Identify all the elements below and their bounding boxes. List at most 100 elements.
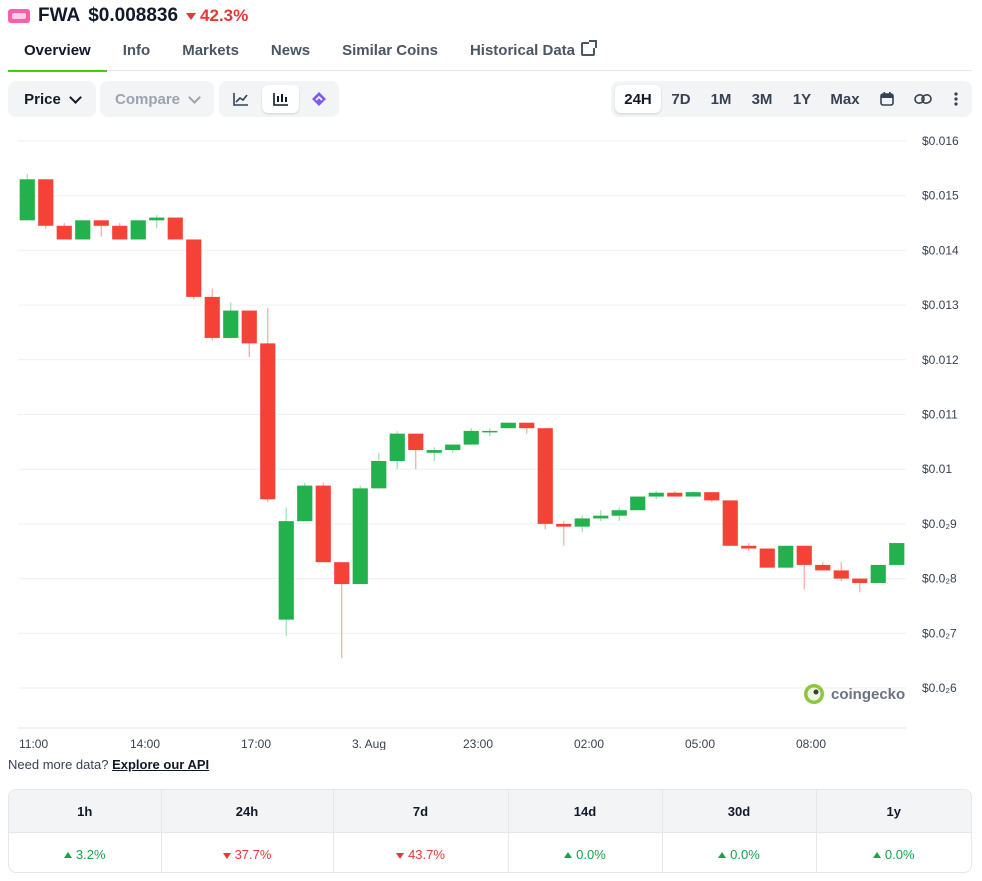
change-30d: 0.0% (661, 832, 816, 872)
candle-body (519, 422, 535, 429)
candle (537, 428, 553, 530)
change-14d: 0.0% (507, 832, 662, 872)
tradingview-button[interactable] (303, 85, 335, 113)
candle (149, 214, 165, 229)
watermark-text: coingecko (831, 686, 905, 703)
period-1y: 1y (815, 790, 971, 833)
period-30d: 30d (661, 790, 816, 833)
candle (556, 521, 572, 546)
tab-news[interactable]: News (270, 42, 311, 59)
chart-grid (18, 140, 906, 729)
tab-markets[interactable]: Markets (182, 42, 239, 59)
x-tick-label: 11:00 (19, 737, 48, 750)
performance-header-row: 1h 24h 7d 14d 30d 1y (9, 790, 971, 833)
candle-body (685, 492, 701, 497)
candle (19, 173, 35, 221)
candle (112, 223, 128, 240)
price-dropdown[interactable]: Price (8, 81, 96, 117)
y-tick-label: $0.0₂8 (922, 572, 957, 586)
share-link-button[interactable] (908, 85, 938, 113)
candle (482, 428, 498, 437)
candle-body (833, 570, 849, 579)
candle-body (389, 433, 405, 461)
candle-body (426, 450, 442, 453)
line-chart-icon (233, 93, 248, 106)
tab-historical-data-label: Historical Data (469, 42, 576, 59)
candle (630, 496, 646, 511)
candle-body (500, 422, 516, 429)
candle (796, 545, 812, 590)
range-3m[interactable]: 3M (751, 90, 773, 108)
caret-up-icon (718, 852, 727, 858)
caret-down-icon (396, 853, 405, 859)
y-tick-label: $0.0₂6 (922, 681, 957, 695)
candle-body (852, 578, 868, 583)
candle-body (482, 430, 498, 433)
candle (93, 220, 109, 237)
candle (204, 288, 220, 341)
coin-symbol: FWA (38, 5, 81, 26)
price-change-value: 42.3% (200, 6, 249, 25)
range-7d[interactable]: 7D (671, 90, 691, 108)
candle (815, 562, 831, 571)
candle-body (741, 545, 757, 549)
candle (278, 507, 294, 637)
more-icon (954, 92, 958, 106)
candlestick-button[interactable] (262, 85, 299, 113)
x-tick-label: 3. Aug (352, 737, 386, 750)
candle-body (648, 492, 664, 497)
change-1h: 3.2% (9, 832, 161, 872)
y-tick-label: $0.01 (922, 462, 952, 476)
compare-dropdown[interactable]: Compare (100, 81, 214, 117)
range-24h[interactable]: 24H (615, 85, 661, 113)
y-tick-label: $0.012 (922, 353, 959, 367)
candle (593, 510, 609, 522)
candle (741, 543, 757, 552)
y-tick-label: $0.011 (922, 408, 958, 422)
candle (297, 482, 313, 522)
candle-body (223, 310, 239, 338)
price-candlestick-chart[interactable]: $0.016 $0.015 $0.014 $0.013 $0.012 $0.011 $0.0… (0, 125, 982, 750)
x-tick-label: 02:00 (574, 737, 604, 750)
caret-up-icon (872, 852, 881, 858)
change-24h: 37.7% (160, 832, 333, 872)
range-max[interactable]: Max (830, 90, 860, 108)
coin-price: $0.008836 (88, 5, 179, 26)
candle (75, 220, 91, 240)
y-tick-label: $0.016 (922, 134, 959, 148)
calendar-button[interactable] (873, 85, 901, 113)
tab-overview[interactable]: Overview (8, 36, 107, 72)
change-7d-value: 43.7% (408, 847, 445, 862)
candle (704, 492, 720, 503)
range-1m[interactable]: 1M (710, 90, 732, 108)
coin-tabs: Overview Info Markets News Similar Coins… (8, 36, 972, 72)
candles (19, 173, 905, 658)
candle-body (889, 543, 905, 565)
tab-info[interactable]: Info (122, 42, 151, 59)
caret-down-icon (222, 853, 231, 859)
candle (223, 302, 239, 338)
x-tick-label: 08:00 (796, 737, 826, 750)
x-tick-label: 14:00 (130, 737, 160, 750)
candle (389, 430, 405, 470)
line-chart-button[interactable] (223, 85, 259, 113)
caret-up-icon (63, 852, 72, 858)
candle (426, 447, 442, 461)
candle-body (796, 545, 812, 565)
candle (445, 444, 461, 453)
candle-body (778, 545, 794, 568)
candle (833, 562, 849, 582)
candle-body (75, 220, 91, 240)
tab-historical-data[interactable]: Historical Data (454, 36, 611, 70)
gecko-icon (813, 689, 819, 695)
candle-body (186, 239, 202, 297)
more-options-button[interactable] (945, 85, 967, 113)
range-1y[interactable]: 1Y (792, 90, 812, 108)
explore-api-link[interactable]: Explore our API (112, 757, 210, 772)
chart-type-toggle (219, 81, 339, 117)
tab-similar-coins[interactable]: Similar Coins (342, 42, 438, 59)
change-7d: 43.7% (332, 832, 508, 872)
chevron-down-icon (188, 90, 201, 104)
x-tick-label: 05:00 (685, 737, 715, 750)
candle-body (278, 521, 294, 620)
